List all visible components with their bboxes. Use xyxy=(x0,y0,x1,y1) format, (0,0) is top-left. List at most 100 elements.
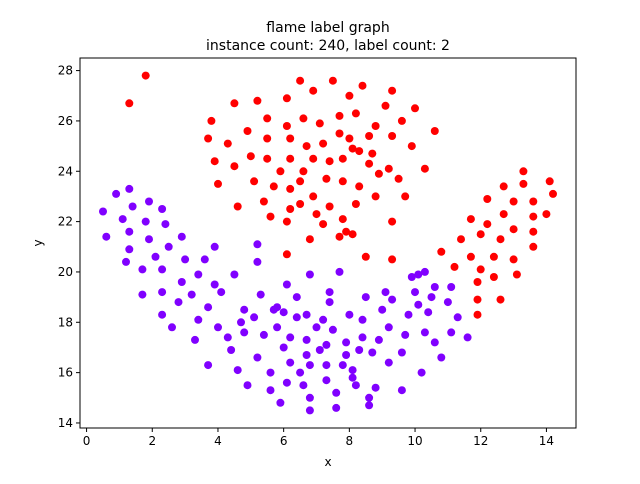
scatter-point xyxy=(496,295,505,304)
scatter-point xyxy=(381,288,390,297)
scatter-point xyxy=(292,293,301,302)
scatter-point xyxy=(299,167,308,176)
scatter-point xyxy=(397,116,406,125)
scatter-point xyxy=(233,366,242,375)
scatter-point xyxy=(237,318,245,327)
scatter-point xyxy=(273,323,282,332)
scatter-point xyxy=(384,358,393,367)
scatter-point xyxy=(322,174,331,183)
scatter-point xyxy=(549,189,557,198)
scatter-point xyxy=(282,217,291,226)
scatter-point xyxy=(125,227,134,236)
scatter-point xyxy=(325,202,334,211)
scatter-point xyxy=(332,403,341,412)
scatter-point xyxy=(250,177,259,186)
scatter-point xyxy=(122,257,130,266)
x-tick-label: 0 xyxy=(83,434,91,448)
scatter-point xyxy=(361,293,370,302)
scatter-point xyxy=(141,71,150,80)
scatter-point xyxy=(443,298,452,307)
scatter-point xyxy=(99,207,107,216)
scatter-point xyxy=(499,210,508,219)
scatter-point xyxy=(302,142,311,151)
scatter-point xyxy=(509,225,518,234)
x-tick-label: 8 xyxy=(346,434,354,448)
scatter-point xyxy=(227,346,236,354)
scatter-point xyxy=(263,154,272,163)
scatter-point xyxy=(348,373,357,382)
y-axis: 14 16 18 20 22 24 26 28 xyxy=(58,64,80,430)
scatter-point xyxy=(414,300,423,309)
scatter-point xyxy=(437,353,446,362)
scatter-point xyxy=(542,210,551,219)
scatter-point xyxy=(177,232,186,241)
scatter-point xyxy=(253,353,262,362)
x-tick-label: 6 xyxy=(280,434,288,448)
scatter-point xyxy=(230,270,239,279)
scatter-point xyxy=(332,388,341,397)
scatter-point xyxy=(158,205,167,213)
scatter-point xyxy=(473,295,482,304)
y-tick-label: 24 xyxy=(58,164,73,178)
scatter-point xyxy=(450,262,459,271)
scatter-point xyxy=(243,381,252,390)
scatter-point xyxy=(388,86,397,95)
scatter-point xyxy=(466,215,475,224)
scatter-point xyxy=(384,323,393,332)
scatter-point xyxy=(118,215,127,224)
scatter-point xyxy=(204,134,213,143)
scatter-point xyxy=(305,270,314,279)
scatter-point xyxy=(351,381,360,390)
scatter-point xyxy=(358,81,367,90)
scatter-point xyxy=(499,182,508,191)
scatter-point xyxy=(256,290,265,299)
scatter-point xyxy=(230,99,239,108)
scatter-point xyxy=(194,270,203,279)
scatter-point xyxy=(529,212,538,221)
scatter-point xyxy=(282,122,291,130)
scatter-point xyxy=(164,242,173,251)
scatter-point xyxy=(348,144,357,153)
scatter-point xyxy=(335,129,344,138)
scatter-point xyxy=(282,378,291,387)
scatter-point xyxy=(259,197,268,206)
y-tick-label: 20 xyxy=(58,265,73,279)
scatter-point xyxy=(394,174,403,183)
scatter-point xyxy=(388,132,397,140)
scatter-point xyxy=(210,280,219,289)
scatter-point xyxy=(315,119,324,128)
scatter-point xyxy=(305,235,314,244)
scatter-point xyxy=(355,182,364,191)
x-tick-label: 10 xyxy=(407,434,422,448)
scatter-point xyxy=(417,368,426,377)
x-axis: 0 2 4 6 8 10 12 14 xyxy=(83,428,554,448)
scatter-point xyxy=(365,393,374,402)
scatter-point xyxy=(296,76,305,85)
scatter-point xyxy=(453,313,462,322)
scatter-point xyxy=(365,132,374,140)
scatter-point xyxy=(230,162,239,171)
scatter-point xyxy=(378,305,387,314)
scatter-point xyxy=(276,167,285,176)
chart-title: flame label graph xyxy=(266,20,389,36)
scatter-point xyxy=(335,267,344,276)
scatter-point xyxy=(158,288,167,297)
scatter-point xyxy=(338,154,347,163)
y-axis-label: y xyxy=(31,239,45,246)
scatter-point xyxy=(223,139,232,148)
scatter-point xyxy=(263,134,272,143)
scatter-point xyxy=(529,227,538,236)
scatter-point xyxy=(355,346,364,354)
scatter-point xyxy=(263,114,272,123)
scatter-point xyxy=(325,157,334,166)
scatter-point xyxy=(312,323,321,332)
scatter-point xyxy=(319,220,328,229)
scatter-point xyxy=(145,235,153,244)
scatter-point xyxy=(348,366,357,375)
x-tick-label: 14 xyxy=(539,434,554,448)
scatter-point xyxy=(368,149,377,158)
scatter-point xyxy=(365,401,374,410)
scatter-point xyxy=(371,122,380,130)
y-tick-label: 22 xyxy=(58,215,73,229)
